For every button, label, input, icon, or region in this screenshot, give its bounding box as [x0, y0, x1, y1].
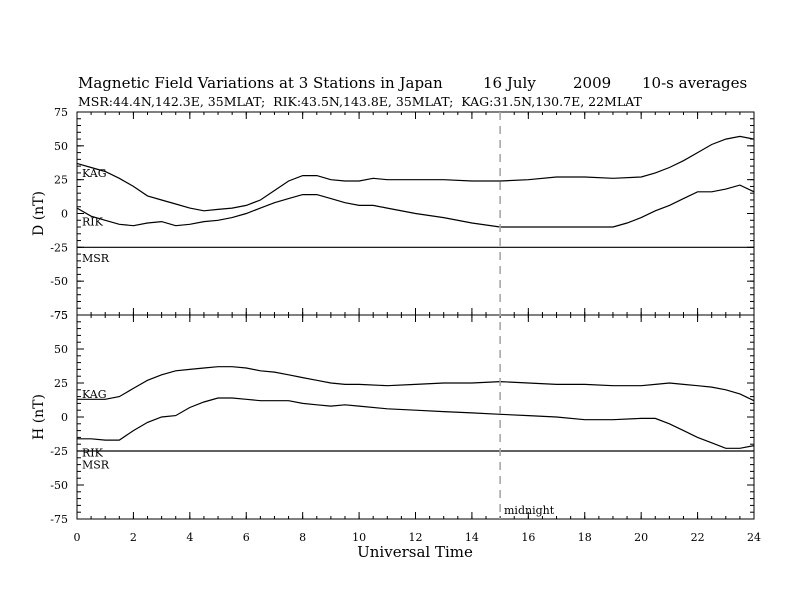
y-tick-label: -75	[50, 513, 68, 526]
y-tick-label: 75	[54, 106, 68, 119]
x-tick-label: 14	[465, 531, 479, 544]
x-tick-label: 2	[130, 531, 137, 544]
x-tick-label: 6	[243, 531, 250, 544]
y-axis-label: H (nT)	[31, 394, 47, 440]
x-tick-label: 16	[521, 531, 535, 544]
y-tick-label: 25	[54, 174, 68, 187]
y-tick-label: 0	[61, 208, 68, 221]
y-tick-label: -50	[50, 275, 68, 288]
y-tick-label: 25	[54, 377, 68, 390]
y-tick-label: 75	[54, 309, 68, 322]
y-tick-label: -75	[50, 309, 68, 322]
series-label-kag: KAG	[82, 388, 107, 401]
x-tick-label: 22	[691, 531, 705, 544]
chart-title: Magnetic Field Variations at 3 Stations …	[78, 74, 443, 92]
chart-date: 16 July	[483, 74, 536, 92]
y-tick-label: 0	[61, 411, 68, 424]
chart-averaging: 10-s averages	[642, 74, 747, 92]
x-tick-label: 4	[186, 531, 193, 544]
series-label-rik: RIK	[82, 446, 104, 459]
midnight-annotation: midnight	[504, 504, 555, 517]
x-tick-label: 24	[747, 531, 761, 544]
y-tick-label: 50	[54, 343, 68, 356]
y-tick-label: -25	[50, 445, 68, 458]
chart-year: 2009	[573, 74, 611, 92]
y-axis-label: D (nT)	[31, 191, 47, 236]
x-axis-label: Universal Time	[357, 543, 473, 561]
x-tick-label: 12	[409, 531, 423, 544]
x-tick-label: 8	[299, 531, 306, 544]
x-tick-label: 20	[634, 531, 648, 544]
series-kag	[77, 366, 755, 402]
chart-subtitle: MSR:44.4N,142.3E, 35MLAT; RIK:43.5N,143.…	[78, 94, 642, 109]
panel-frame	[76, 314, 755, 520]
series-label-msr: MSR	[82, 459, 110, 472]
x-tick-label: 18	[578, 531, 592, 544]
x-tick-label: 0	[74, 531, 81, 544]
series-label-rik: RIK	[82, 216, 104, 229]
series-kag	[76, 135, 755, 212]
series-label-kag: KAG	[82, 167, 107, 180]
y-tick-label: -50	[50, 479, 68, 492]
y-tick-label: -25	[50, 241, 68, 254]
y-tick-label: 50	[54, 140, 68, 153]
x-tick-label: 10	[352, 531, 366, 544]
series-label-msr: MSR	[82, 252, 110, 265]
series-rik	[77, 397, 755, 449]
series-rik	[76, 184, 755, 228]
